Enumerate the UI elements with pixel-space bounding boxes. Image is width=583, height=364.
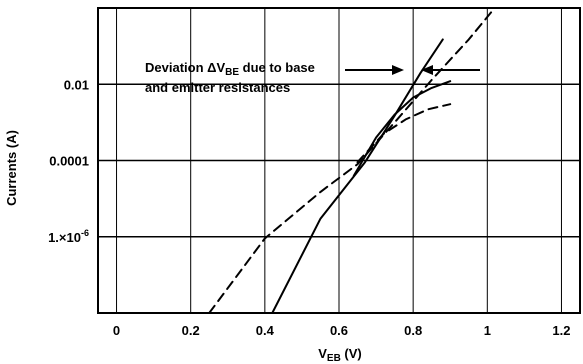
- series-line-3: [208, 8, 496, 313]
- data-series: [208, 8, 496, 313]
- plot-frame: [97, 7, 581, 314]
- x-tick-label: 0.4: [256, 323, 275, 338]
- x-tick-label: 0.8: [404, 323, 422, 338]
- grid-lines: [98, 8, 580, 313]
- y-tick-label: 1.×10-6: [48, 228, 89, 245]
- tick-labels: 0 0.2 0.4 0.6 0.8 1 1.2 0.01 0.0001 1.×10-6: [48, 77, 570, 338]
- x-tick-label: 0.6: [330, 323, 348, 338]
- annotation-line-1: Deviation ΔVBE due to base: [145, 60, 315, 78]
- annotation-arrowhead-right: [421, 65, 433, 75]
- series-line-2: [352, 80, 452, 177]
- annotation-arrowhead-left: [392, 65, 404, 75]
- x-tick-label: 1: [484, 323, 491, 338]
- annotation-line-2: and emitter resistances: [145, 80, 290, 95]
- x-tick-label: 1.2: [552, 323, 570, 338]
- series-line-4: [356, 103, 452, 164]
- series-line-1: [271, 38, 444, 313]
- x-axis-label: VEB (V): [318, 346, 362, 364]
- y-tick-label: 0.01: [64, 77, 89, 92]
- annotation: Deviation ΔVBE due to base and emitter r…: [145, 60, 480, 95]
- y-axis-label: Currents (A): [4, 130, 19, 206]
- x-tick-label: 0.2: [182, 323, 200, 338]
- x-tick-label: 0: [113, 323, 120, 338]
- y-tick-label: 0.0001: [49, 154, 89, 169]
